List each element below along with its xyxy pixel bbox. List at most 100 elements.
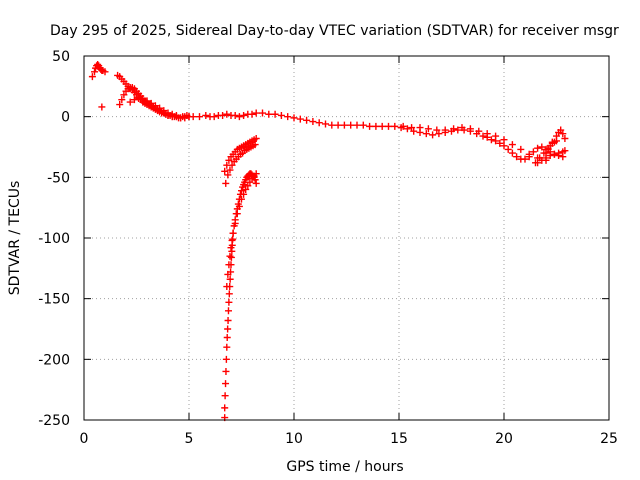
data-point: [458, 124, 466, 132]
data-point: [529, 148, 537, 156]
data-point: [160, 107, 168, 115]
data-point: [450, 125, 458, 133]
data-point: [222, 380, 230, 388]
data-point: [235, 113, 243, 121]
data-point: [433, 126, 441, 134]
data-point: [224, 317, 232, 325]
data-point: [98, 103, 106, 111]
data-point: [227, 253, 235, 261]
data-point: [252, 179, 260, 187]
data-point: [366, 122, 374, 130]
data-point: [277, 111, 285, 119]
data-point: [139, 96, 147, 104]
y-tick-label: -150: [38, 292, 70, 308]
data-point: [334, 121, 342, 129]
data-points: [88, 60, 569, 422]
data-point: [534, 159, 542, 167]
data-point: [225, 298, 233, 306]
y-tick-label: 50: [52, 49, 70, 65]
data-point: [521, 155, 529, 163]
data-point: [164, 109, 172, 117]
data-point: [252, 135, 260, 143]
data-point: [246, 178, 254, 186]
x-tick-label: 10: [285, 431, 303, 447]
data-point: [252, 109, 260, 117]
data-point: [225, 156, 233, 164]
data-point: [222, 179, 230, 187]
data-point: [424, 125, 432, 133]
data-point: [429, 131, 437, 139]
y-tick-label: 0: [61, 110, 70, 126]
data-point: [223, 283, 231, 291]
data-point: [202, 111, 210, 119]
data-point: [538, 143, 546, 151]
data-point: [534, 144, 542, 152]
data-point: [226, 166, 234, 174]
data-point: [225, 261, 233, 269]
data-point: [340, 121, 348, 129]
data-point: [403, 125, 411, 133]
data-point: [538, 156, 546, 164]
data-point: [385, 122, 392, 130]
data-point: [222, 367, 230, 375]
data-point: [118, 96, 126, 104]
data-point: [228, 161, 236, 169]
data-point: [222, 355, 230, 363]
data-point: [235, 202, 243, 210]
data-point: [135, 94, 143, 102]
y-tick-label: -100: [38, 231, 70, 247]
data-point: [221, 404, 229, 412]
data-point: [88, 73, 96, 81]
y-tick-label: -50: [47, 170, 70, 186]
data-point: [130, 96, 138, 104]
axis-ticks: 0 5 10 15 20 25 -250 -200 -150 -100 -50 0 50: [38, 49, 618, 447]
data-point: [151, 102, 159, 110]
y-tick-label: -200: [38, 352, 70, 368]
data-point: [504, 145, 512, 153]
data-point: [550, 150, 558, 158]
data-point: [487, 136, 495, 144]
data-point: [435, 130, 443, 138]
data-point: [248, 110, 256, 118]
data-point: [265, 110, 273, 118]
data-point: [252, 170, 260, 178]
data-point: [542, 149, 550, 157]
data-point: [483, 130, 491, 138]
data-point: [546, 151, 554, 159]
x-tick-label: 15: [390, 431, 408, 447]
data-point: [410, 127, 418, 135]
data-point: [555, 149, 563, 157]
data-point: [408, 124, 416, 132]
data-point: [116, 101, 124, 109]
data-point: [231, 111, 239, 119]
data-point: [231, 219, 239, 227]
data-point: [168, 110, 176, 118]
data-point: [229, 229, 237, 237]
data-point: [303, 116, 311, 124]
data-point: [224, 307, 232, 315]
data-point: [492, 132, 500, 140]
data-point: [284, 113, 292, 121]
data-point: [315, 119, 323, 127]
data-point: [328, 121, 336, 129]
data-point: [496, 139, 504, 147]
data-point: [120, 91, 128, 99]
data-point: [416, 124, 424, 132]
data-point: [322, 120, 329, 128]
x-tick-label: 5: [185, 431, 194, 447]
x-tick-label: 20: [495, 431, 513, 447]
data-point: [240, 111, 248, 119]
data-point: [226, 275, 234, 283]
data-point: [210, 113, 218, 121]
data-point: [517, 145, 525, 153]
data-point: [271, 110, 279, 118]
data-point: [251, 176, 259, 184]
data-point: [228, 236, 236, 244]
data-point: [181, 114, 189, 122]
data-point: [359, 121, 367, 129]
chart-title: Day 295 of 2025, Sidereal Day-to-day VTE…: [50, 23, 619, 39]
data-point: [259, 109, 266, 117]
data-point: [553, 137, 560, 145]
data-point: [94, 60, 102, 68]
